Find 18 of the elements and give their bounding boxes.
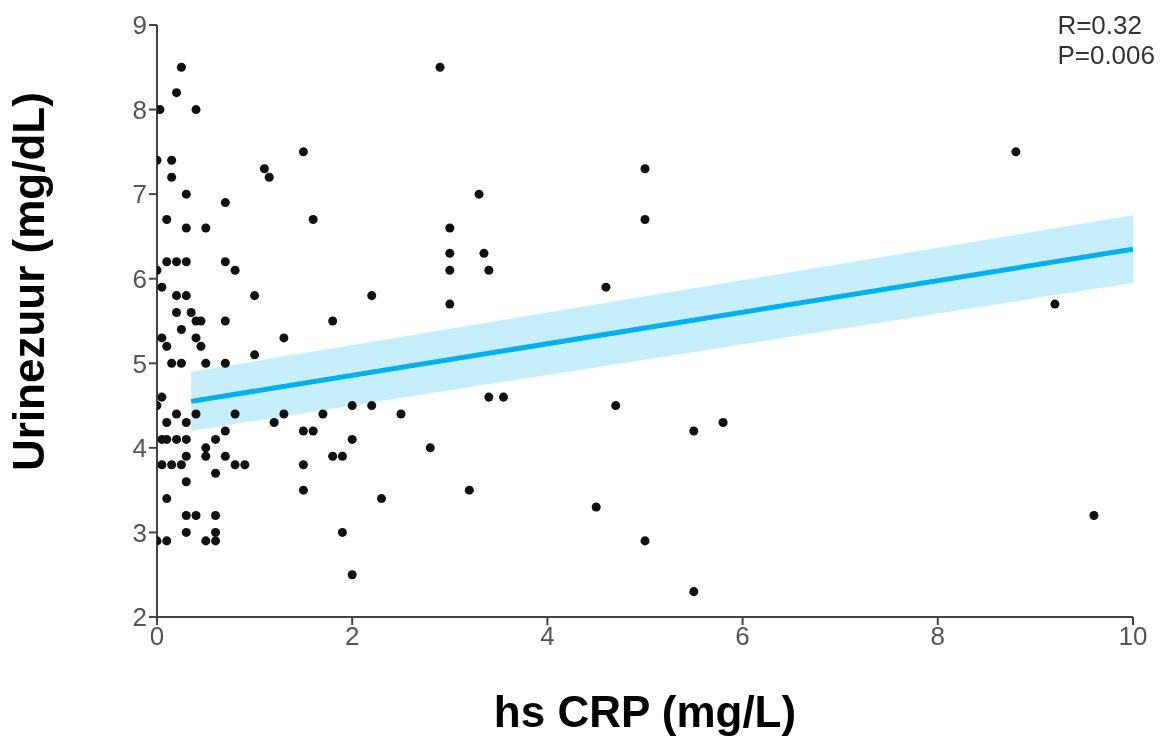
y-tick-label: 8 [132,94,147,125]
y-tick-label: 6 [132,263,147,294]
x-tick-label: 0 [149,621,165,652]
annotation: R=0.32 [1057,10,1143,40]
annotation: P=0.006 [1057,40,1155,70]
y-tick-label: 7 [132,179,147,210]
x-axis-title: hs CRP (mg/L) [493,687,797,736]
x-tick-label: 4 [540,621,555,652]
y-axis-title: Urinezuur (mg/dL) [3,92,53,471]
y-tick-label: 3 [132,517,147,548]
x-tick-label: 6 [735,621,750,652]
y-tick-label: 9 [132,10,147,41]
y-tick-label: 4 [132,433,147,464]
x-tick-label: 10 [1118,621,1148,652]
x-tick-label: 8 [930,621,946,652]
y-tick-label: 2 [132,602,147,633]
y-tick-label: 5 [132,348,147,379]
x-tick-label: 2 [344,621,360,652]
